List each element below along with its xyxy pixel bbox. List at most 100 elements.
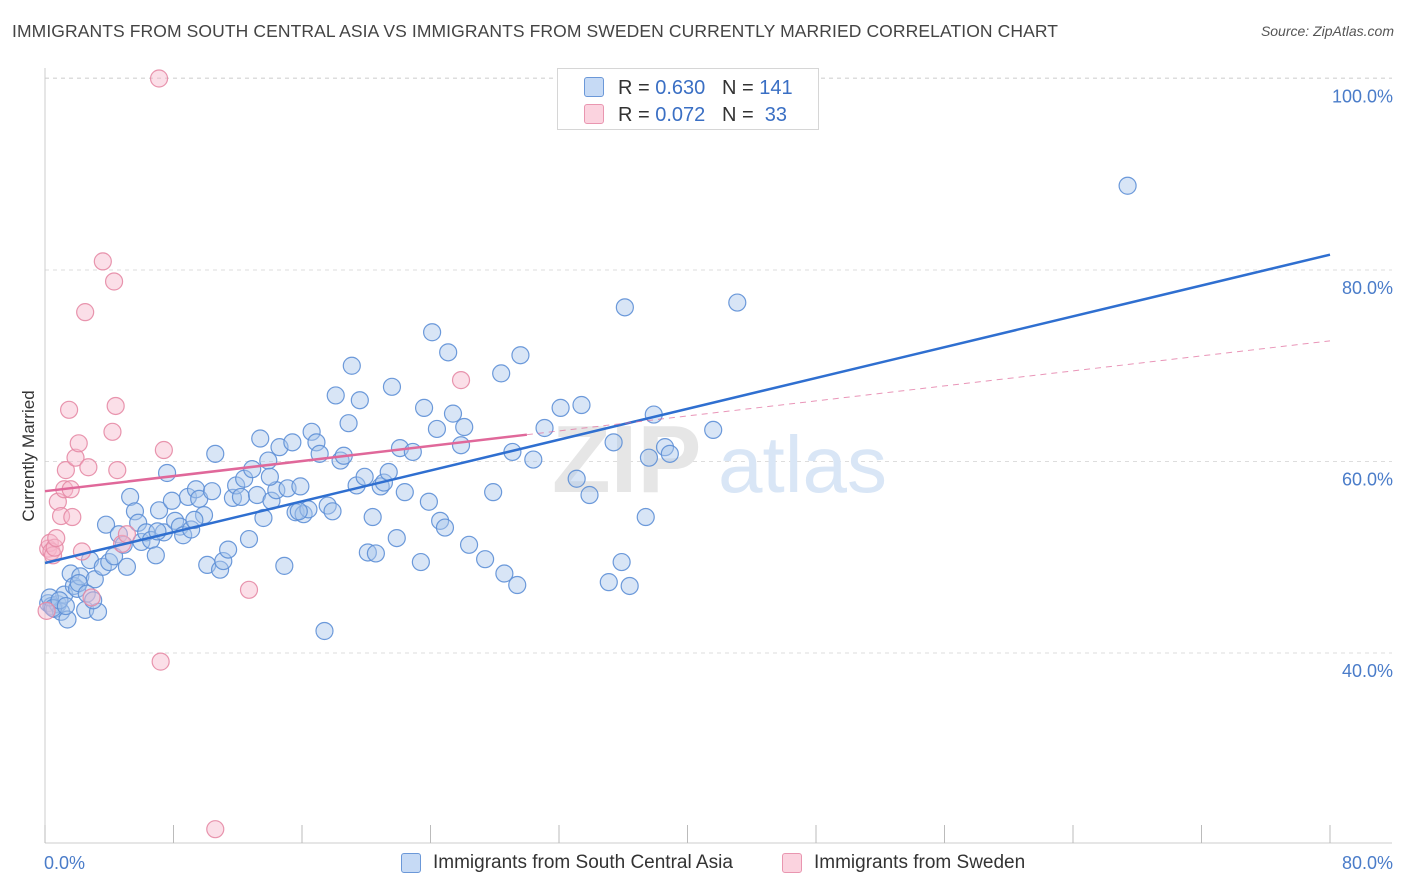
- data-point: [186, 480, 206, 499]
- data-point: [283, 433, 302, 452]
- legend-n-value: 141: [759, 77, 793, 99]
- x-tick-label: 0.0%: [44, 853, 85, 873]
- data-point: [363, 507, 382, 527]
- data-point: [100, 552, 119, 572]
- legend-text-blue: R = 0.630 N = 141: [618, 77, 793, 100]
- legend-r-label: R =: [618, 104, 650, 126]
- data-point: [202, 482, 222, 501]
- y-tick-label: 80.0%: [1342, 278, 1393, 298]
- data-point: [251, 429, 270, 448]
- data-point: [157, 463, 177, 483]
- data-point: [302, 422, 321, 441]
- watermark: ZIP atlas: [552, 406, 887, 513]
- watermark-zip: ZIP: [552, 406, 701, 513]
- data-point: [728, 293, 747, 312]
- legend-n-label: N =: [721, 77, 754, 99]
- data-point: [121, 487, 140, 507]
- data-point: [58, 610, 77, 629]
- data-point: [599, 573, 618, 592]
- legend-n-value: 33: [764, 104, 788, 126]
- data-point: [567, 469, 586, 488]
- data-point: [82, 588, 101, 607]
- data-point: [37, 601, 56, 620]
- data-point: [289, 502, 308, 521]
- data-point: [307, 433, 326, 452]
- data-point: [239, 529, 259, 549]
- data-point: [117, 525, 137, 544]
- data-point: [403, 442, 422, 462]
- y-tick-label: 40.0%: [1342, 661, 1393, 681]
- data-point: [151, 652, 170, 671]
- data-point: [93, 252, 112, 271]
- data-point: [69, 434, 88, 453]
- tick-labels: 40.0% 60.0% 80.0% 100.0% 0.0% 80.0%: [44, 87, 1393, 874]
- data-point: [63, 507, 82, 527]
- data-point: [146, 546, 165, 565]
- data-point: [96, 515, 116, 534]
- y-axis-label: Currently Married: [19, 390, 38, 521]
- data-point: [620, 576, 639, 596]
- data-point: [339, 414, 358, 433]
- data-point: [580, 485, 599, 505]
- data-point: [323, 502, 342, 521]
- data-point: [103, 422, 122, 441]
- chart-source: Source: ZipAtlas.com: [1260, 23, 1394, 39]
- data-point: [149, 69, 169, 88]
- data-point: [704, 420, 723, 440]
- data-point: [366, 544, 385, 563]
- trendlines: [44, 253, 1331, 565]
- data-point: [231, 487, 251, 507]
- axes: [44, 68, 1392, 844]
- data-point: [604, 433, 623, 452]
- data-point: [108, 461, 127, 480]
- series-south-central-asia: [39, 176, 1137, 641]
- data-point: [47, 528, 66, 548]
- data-point: [414, 398, 434, 417]
- data-point: [451, 371, 471, 390]
- data-point: [455, 417, 474, 437]
- data-point: [125, 502, 145, 521]
- data-point: [260, 467, 279, 486]
- data-point: [206, 820, 225, 839]
- data-point: [56, 596, 75, 616]
- data-point: [154, 440, 173, 460]
- data-point: [636, 507, 655, 527]
- legend-r-value: 0.072: [655, 104, 706, 126]
- data-point: [612, 552, 631, 572]
- data-point: [104, 272, 124, 291]
- chart-title: IMMIGRANTS FROM SOUTH CENTRAL ASIA VS IM…: [12, 21, 1059, 41]
- data-point: [355, 467, 374, 486]
- data-point: [639, 448, 659, 467]
- data-point: [117, 557, 137, 576]
- x-tick-label: 80.0%: [1342, 853, 1393, 873]
- correlation-legend: R = 0.630 N = 141 R = 0.072 N = 33: [557, 68, 819, 130]
- bottom-legend-swatch-blue: [401, 853, 421, 873]
- data-point: [206, 444, 225, 463]
- legend-r-label: R =: [618, 77, 650, 99]
- data-point: [275, 556, 294, 575]
- legend-swatch-blue: [584, 77, 604, 97]
- watermark-atlas: atlas: [718, 420, 887, 509]
- data-point: [419, 492, 438, 511]
- bottom-legend-label-blue: Immigrants from South Central Asia: [433, 852, 733, 873]
- data-point: [214, 551, 233, 571]
- data-point: [71, 567, 90, 586]
- bottom-legend-label-pink: Immigrants from Sweden: [814, 852, 1026, 873]
- y-tick-label: 60.0%: [1342, 470, 1393, 490]
- data-point: [84, 591, 103, 610]
- y-tick-label: 100.0%: [1332, 87, 1393, 107]
- data-point: [615, 298, 634, 317]
- grid: [45, 77, 1392, 654]
- data-point: [524, 450, 543, 469]
- data-point: [342, 356, 361, 375]
- data-point: [350, 391, 369, 410]
- data-point: [76, 303, 95, 322]
- data-point: [459, 535, 479, 554]
- data-point: [219, 540, 238, 559]
- legend-n-label: N =: [721, 104, 754, 126]
- data-point: [106, 396, 125, 416]
- data-point: [660, 444, 679, 463]
- legend-text-pink: R = 0.072 N = 33: [618, 104, 787, 127]
- data-point: [387, 528, 406, 548]
